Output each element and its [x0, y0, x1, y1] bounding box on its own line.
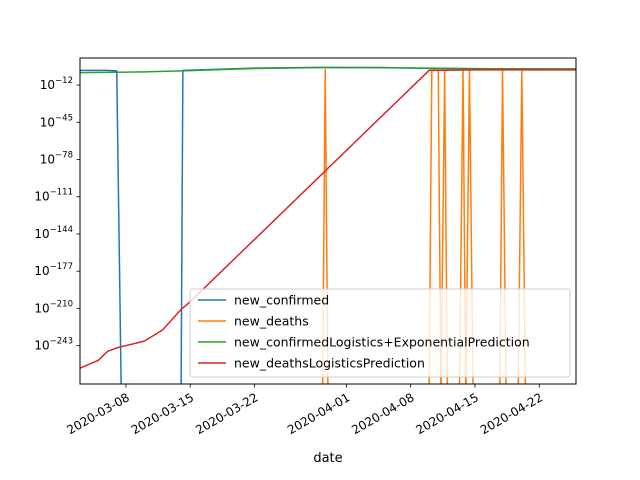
- legend-entry: new_deaths: [234, 314, 309, 329]
- y-tick-label: 10−243: [34, 337, 73, 353]
- legend-entry: new_deathsLogisticsPrediction: [234, 356, 425, 371]
- legend-box: [189, 288, 571, 378]
- x-axis-label: date: [313, 451, 342, 466]
- y-tick-label: 10−210: [34, 299, 73, 315]
- legend-entry: new_confirmed: [234, 293, 329, 308]
- y-tick-label: 10−177: [34, 262, 73, 278]
- series-line-new-confirmedlogistics-exponentialprediction: [80, 66, 576, 74]
- series-line-new-deathslogisticsprediction: [80, 69, 576, 369]
- plot-frame: [79, 57, 577, 385]
- legend: new_confirmed new_deaths new_confirmedLogi…: [189, 288, 571, 378]
- y-tick-label: 10−144: [34, 225, 73, 241]
- legend-entry: new_confirmedLogistics+ExponentialPredic…: [234, 335, 530, 350]
- y-tick-label: 10−111: [34, 188, 73, 204]
- y-tick-label: 10−12: [40, 76, 73, 92]
- y-tick-label: 10−78: [40, 151, 73, 167]
- y-axis: 10−12 10−45 10−78 10−111 10−144 10−177 10−210 1…: [34, 76, 80, 353]
- y-tick-label: 10−45: [40, 113, 73, 129]
